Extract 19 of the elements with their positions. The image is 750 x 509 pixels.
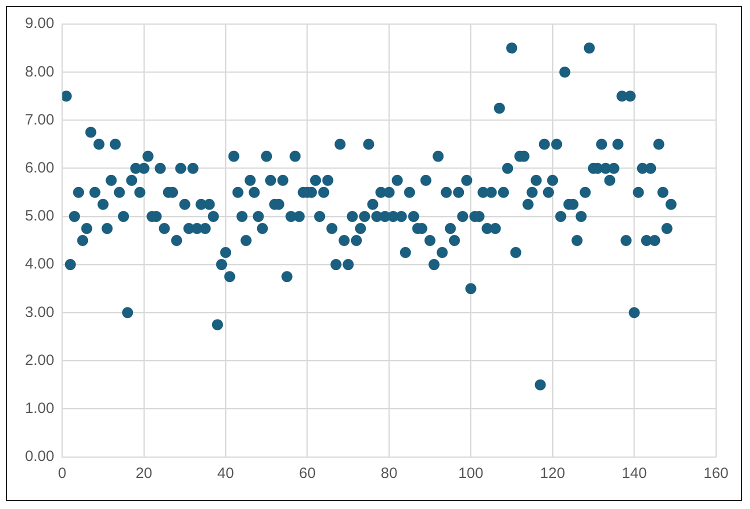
y-tick-label: 4.00: [24, 256, 54, 273]
x-tick-label: 20: [136, 465, 152, 482]
y-tick-label: 7.00: [24, 111, 54, 128]
x-tick-label: 140: [622, 465, 647, 482]
x-tick-label: 80: [380, 465, 398, 482]
y-tick-label: 5.00: [24, 208, 54, 225]
x-tick-label: 40: [217, 465, 234, 482]
y-tick-label: 1.00: [24, 400, 54, 418]
y-tick-label: 2.00: [24, 352, 54, 369]
y-tick-label: 8.00: [24, 63, 54, 80]
y-tick-label: 6.00: [24, 159, 54, 176]
x-tick-label: 100: [458, 465, 484, 482]
y-tick-label: 9.00: [24, 15, 54, 32]
x-tick-label: 160: [703, 465, 729, 482]
y-tick-label: 0.00: [24, 448, 54, 466]
x-tick-label: 60: [299, 465, 316, 482]
x-tick-label: 120: [540, 465, 566, 482]
y-tick-label: 3.00: [24, 304, 54, 321]
x-tick-label: 0: [58, 465, 66, 482]
